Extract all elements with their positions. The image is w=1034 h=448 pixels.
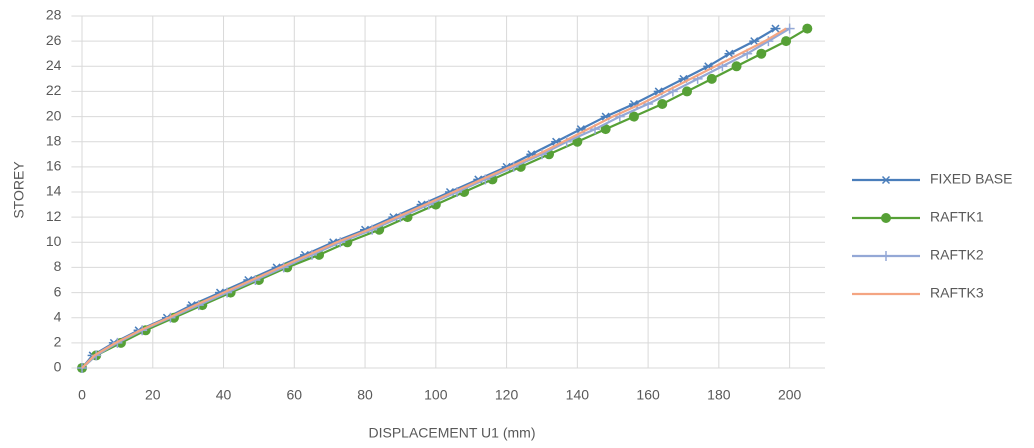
- legend-label: RAFTK3: [930, 285, 984, 301]
- y-tick-label: 24: [46, 57, 62, 73]
- marker: [756, 48, 767, 59]
- marker: [706, 73, 717, 84]
- x-axis-label: DISPLACEMENT U1 (mm): [369, 425, 536, 441]
- marker: [770, 24, 781, 33]
- series-line: [81, 27, 791, 369]
- x-tick-label: 40: [216, 387, 232, 403]
- marker: [682, 86, 693, 97]
- legend-label: FIXED BASE: [930, 171, 1012, 187]
- legend-label: RAFTK1: [930, 209, 984, 225]
- x-tick-label: 80: [357, 387, 373, 403]
- x-tick-label: 120: [495, 387, 519, 403]
- series-line: [81, 27, 777, 369]
- marker: [600, 124, 611, 135]
- marker: [881, 251, 891, 261]
- y-tick-label: 20: [46, 107, 62, 123]
- marker-stroke: [527, 150, 536, 159]
- marker: [802, 23, 813, 34]
- y-tick-label: 18: [46, 132, 62, 148]
- y-tick-label: 12: [46, 208, 62, 224]
- marker-stroke: [771, 24, 780, 33]
- legend-label: RAFTK2: [930, 247, 984, 263]
- series-line: [81, 27, 808, 369]
- y-tick-label: 10: [46, 233, 62, 249]
- y-tick-label: 16: [46, 158, 62, 174]
- marker-stroke: [704, 62, 713, 71]
- marker: [784, 23, 795, 34]
- marker-stroke: [725, 49, 734, 58]
- marker-stroke: [629, 99, 638, 109]
- marker-stroke: [576, 125, 585, 134]
- x-tick-label: 100: [424, 387, 448, 403]
- marker-stroke: [552, 137, 561, 146]
- y-tick-label: 22: [46, 82, 62, 98]
- y-tick-label: 28: [46, 7, 62, 23]
- y-tick-label: 4: [54, 308, 62, 324]
- y-tick-label: 2: [54, 334, 62, 350]
- marker: [749, 37, 760, 46]
- marker: [781, 36, 792, 47]
- series-line: [81, 27, 787, 369]
- marker-stroke: [679, 74, 688, 83]
- x-tick-label: 20: [145, 387, 161, 403]
- y-tick-label: 26: [46, 32, 62, 48]
- y-tick-label: 8: [54, 258, 62, 274]
- y-tick-label: 14: [46, 183, 62, 199]
- x-tick-label: 140: [566, 387, 590, 403]
- y-axis-label: STOREY: [11, 161, 27, 219]
- marker: [881, 175, 891, 185]
- x-tick-label: 0: [78, 387, 86, 403]
- y-tick-label: 6: [54, 283, 62, 299]
- marker: [731, 61, 742, 72]
- x-tick-label: 60: [287, 387, 303, 403]
- marker-stroke: [881, 175, 891, 185]
- x-tick-label: 200: [778, 387, 802, 403]
- marker: [628, 111, 639, 122]
- marker: [881, 213, 891, 223]
- marker-stroke: [750, 37, 759, 46]
- marker: [724, 49, 735, 58]
- y-tick-label: 0: [54, 359, 62, 375]
- x-tick-label: 160: [636, 387, 660, 403]
- marker-stroke: [601, 112, 610, 121]
- x-tick-label: 180: [707, 387, 731, 403]
- marker: [657, 99, 668, 109]
- marker-stroke: [654, 87, 663, 96]
